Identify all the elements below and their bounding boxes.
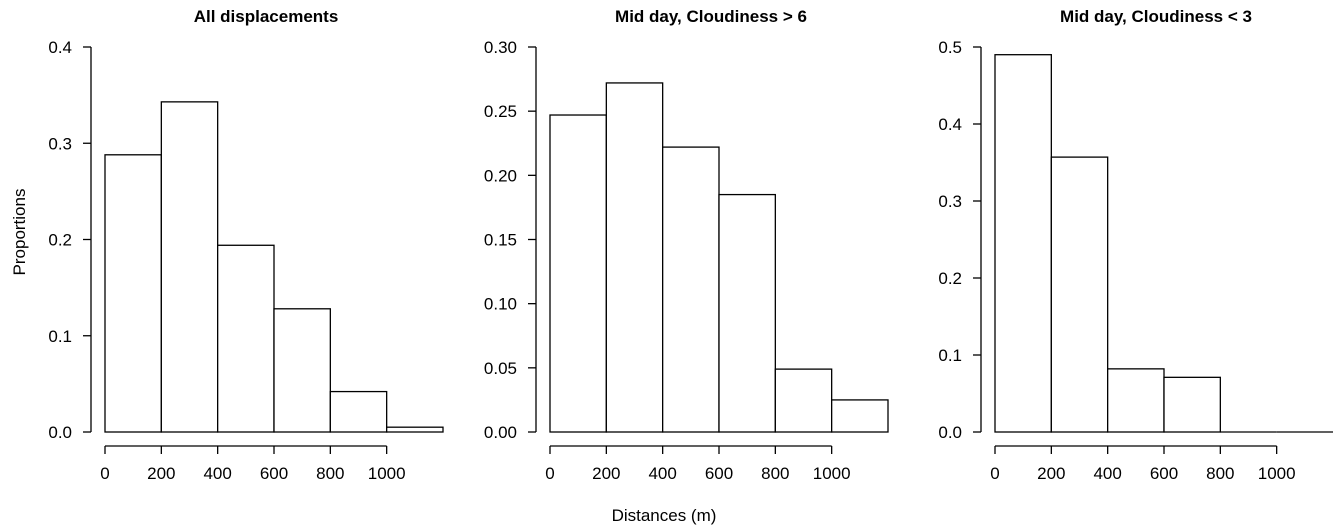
histogram-bar bbox=[994, 54, 1052, 433]
x-tick-label: 400 bbox=[203, 464, 231, 483]
x-tick-label: 0 bbox=[990, 464, 999, 483]
y-tick-label: 0.1 bbox=[48, 327, 72, 346]
histogram-panel-2: Mid day, Cloudiness > 6 0.00 0.05 0.10 0.15 0… bbox=[484, 7, 889, 483]
histogram-bar bbox=[718, 193, 776, 433]
x-tick-label: 600 bbox=[260, 464, 288, 483]
x-tick-label: 800 bbox=[761, 464, 789, 483]
y-tick-label: 0.00 bbox=[484, 423, 517, 442]
histogram-bar bbox=[831, 399, 889, 433]
x-tick-label: 200 bbox=[1037, 464, 1065, 483]
x-tick-label: 800 bbox=[316, 464, 344, 483]
histogram-bar bbox=[160, 101, 219, 433]
histogram-bar bbox=[774, 368, 833, 433]
x-tick-label: 0 bbox=[100, 464, 109, 483]
histogram-bar bbox=[662, 146, 720, 433]
y-axis-label: Proportions bbox=[10, 189, 29, 276]
x-tick-label: 800 bbox=[1206, 464, 1234, 483]
y-tick-label: 0.10 bbox=[484, 295, 517, 314]
histogram-bar bbox=[217, 244, 275, 433]
histogram-bar bbox=[329, 390, 388, 433]
histogram-bar bbox=[104, 154, 162, 433]
y-tick-label: 0.2 bbox=[938, 269, 962, 288]
histogram-bar bbox=[1163, 376, 1221, 433]
histogram-bar bbox=[605, 82, 664, 433]
x-tick-label: 1000 bbox=[368, 464, 406, 483]
histogram-panels: All displacements 0.0 0.1 0.2 0.3 0.4 0 200 400 6… bbox=[48, 7, 1333, 483]
y-tick-label: 0.05 bbox=[484, 359, 517, 378]
y-tick-label: 0.20 bbox=[484, 166, 517, 185]
y-tick-label: 0.25 bbox=[484, 102, 517, 121]
y-tick-label: 0.30 bbox=[484, 38, 517, 57]
histogram-bar bbox=[386, 426, 444, 433]
histogram-bar bbox=[549, 114, 607, 433]
y-tick-label: 0.2 bbox=[48, 231, 72, 250]
histogram-bar bbox=[1107, 368, 1165, 433]
histogram-bar bbox=[1050, 156, 1109, 433]
x-tick-label: 600 bbox=[1150, 464, 1178, 483]
x-tick-label: 400 bbox=[1093, 464, 1121, 483]
y-tick-label: 0.0 bbox=[938, 423, 962, 442]
y-tick-label: 0.3 bbox=[938, 192, 962, 211]
histogram-panel-3: Mid day, Cloudiness < 3 0.0 0.1 0.2 0.3 0.4 0.… bbox=[938, 7, 1333, 483]
x-tick-label: 200 bbox=[592, 464, 620, 483]
x-tick-label: 0 bbox=[545, 464, 554, 483]
y-tick-label: 0.5 bbox=[938, 38, 962, 57]
x-tick-label: 1000 bbox=[1258, 464, 1296, 483]
histogram-panel-1: All displacements 0.0 0.1 0.2 0.3 0.4 0 200 400 6… bbox=[48, 7, 444, 483]
y-tick-label: 0.0 bbox=[48, 423, 72, 442]
histogram-bar bbox=[273, 308, 331, 433]
y-tick-label: 0.3 bbox=[48, 134, 72, 153]
y-tick-label: 0.15 bbox=[484, 231, 517, 250]
panel-title: Mid day, Cloudiness < 3 bbox=[1060, 7, 1252, 26]
x-tick-label: 600 bbox=[705, 464, 733, 483]
y-tick-label: 0.1 bbox=[938, 346, 962, 365]
y-tick-label: 0.4 bbox=[938, 115, 962, 134]
x-axis-label: Distances (m) bbox=[612, 506, 717, 525]
x-tick-label: 400 bbox=[648, 464, 676, 483]
panel-title: All displacements bbox=[194, 7, 339, 26]
y-tick-label: 0.4 bbox=[48, 38, 72, 57]
x-tick-label: 200 bbox=[147, 464, 175, 483]
x-tick-label: 1000 bbox=[813, 464, 851, 483]
panel-title: Mid day, Cloudiness > 6 bbox=[615, 7, 807, 26]
